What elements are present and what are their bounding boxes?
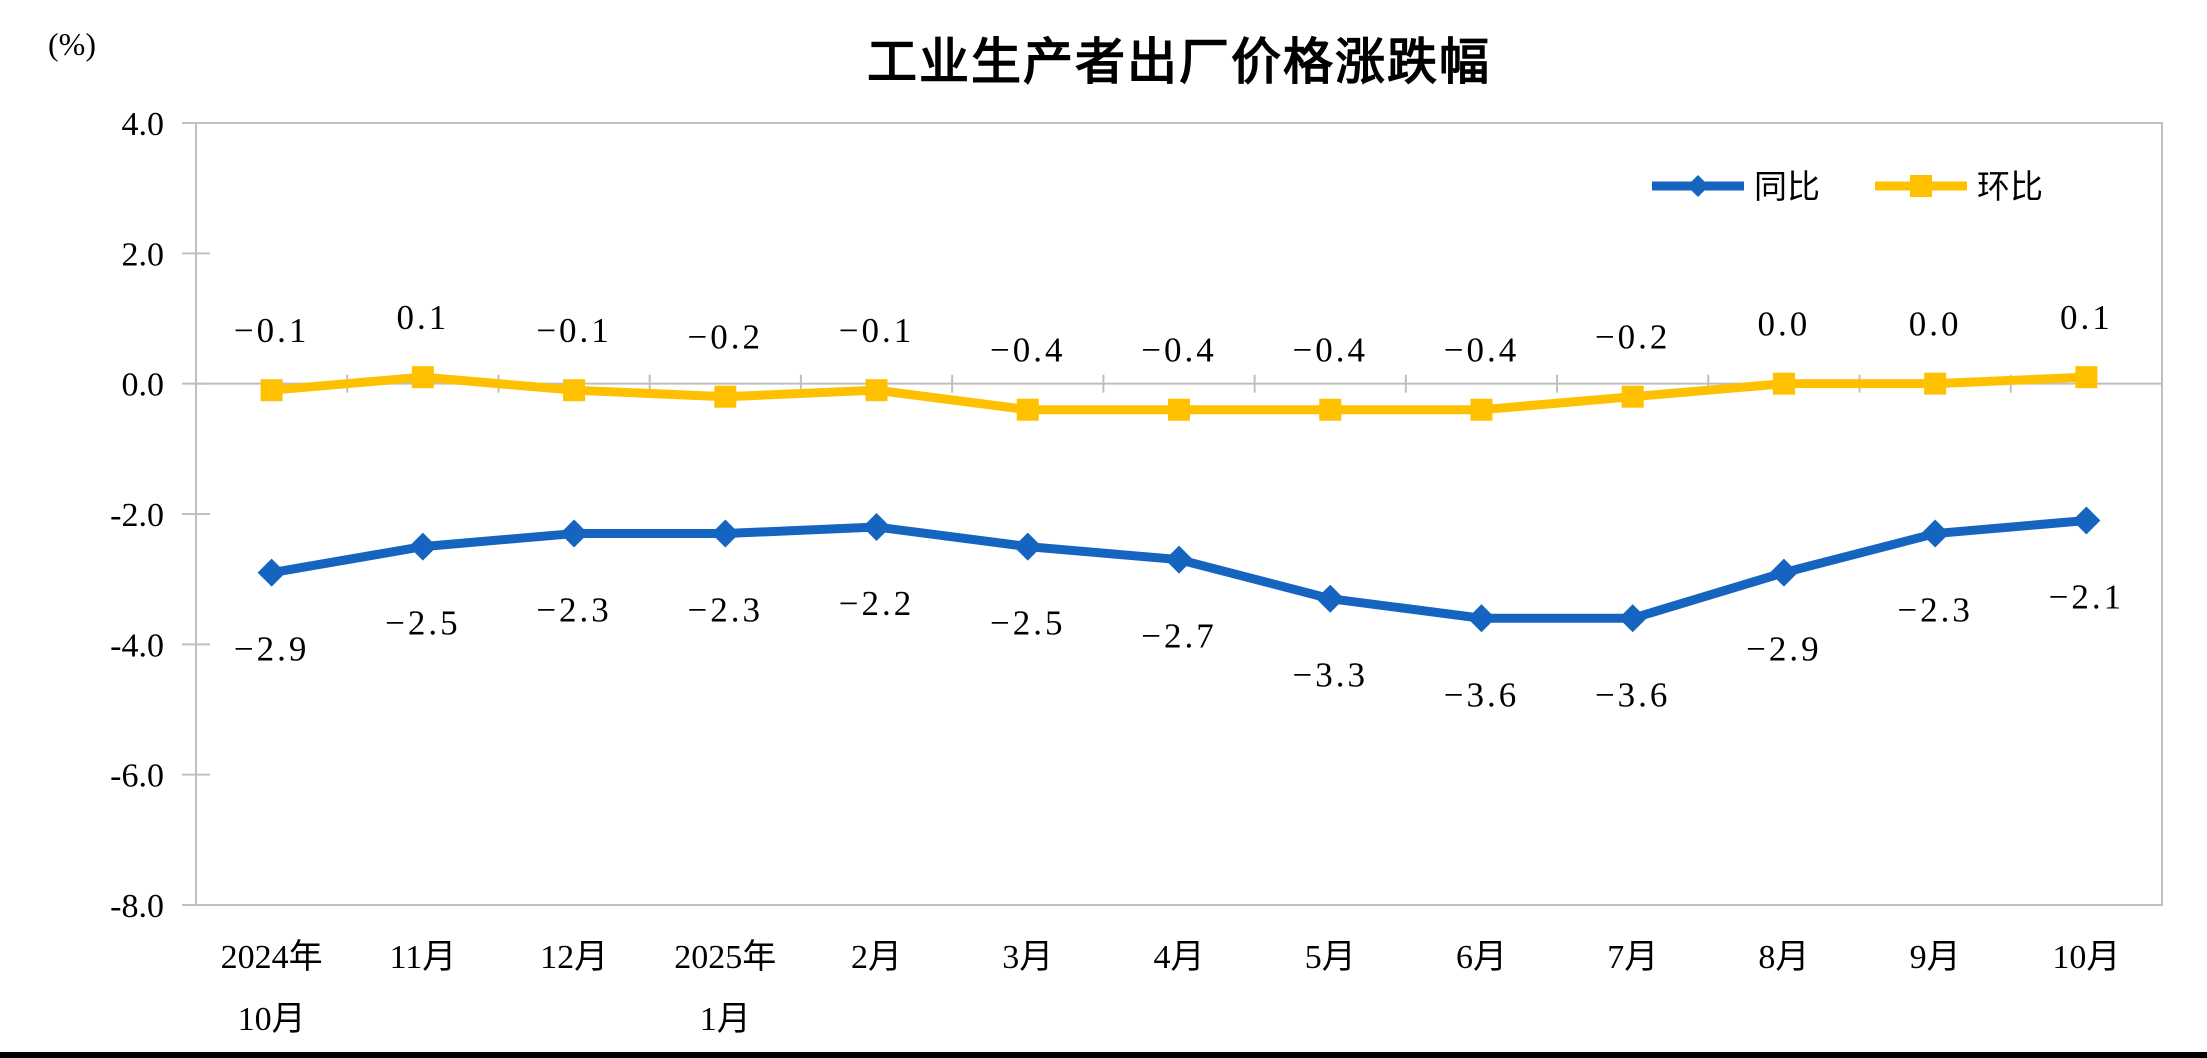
data-label-mom: 0.0	[1758, 305, 1811, 344]
series-marker-yoy	[1165, 545, 1193, 574]
data-label-mom: −0.4	[990, 331, 1066, 370]
data-label-mom: −0.1	[536, 311, 612, 350]
y-tick-label: 4.0	[122, 106, 165, 143]
y-tick-label: -2.0	[110, 497, 164, 534]
series-marker-yoy	[1013, 532, 1042, 561]
series-marker-mom	[563, 379, 586, 402]
series-marker-yoy	[257, 558, 286, 587]
data-label-yoy: −2.9	[234, 630, 310, 669]
series-marker-mom	[1016, 398, 1039, 421]
data-label-yoy: −3.6	[1444, 675, 1520, 714]
x-tick-label: 10月	[238, 1001, 306, 1038]
data-label-yoy: −3.6	[1595, 675, 1671, 714]
data-label-yoy: −2.3	[688, 591, 764, 630]
series-marker-yoy	[711, 519, 740, 548]
plot-border	[195, 122, 2163, 906]
y-tick-label: 2.0	[122, 236, 165, 273]
y-tick-label: -4.0	[110, 627, 164, 664]
data-label-yoy: −2.9	[1746, 630, 1822, 669]
y-tick-label: 0.0	[122, 367, 165, 404]
series-marker-mom	[1168, 398, 1190, 421]
data-label-mom: −0.4	[1292, 331, 1368, 370]
legend-item-mom: 环比	[1875, 168, 2043, 205]
series-marker-mom	[260, 379, 283, 402]
series-marker-mom	[1470, 398, 1493, 421]
series-marker-mom	[1319, 398, 1342, 421]
x-tick-label: 6月	[1456, 939, 1507, 976]
x-tick-label: 1月	[700, 1001, 751, 1038]
series-marker-mom	[1924, 372, 1947, 395]
y-tick-label: -6.0	[110, 758, 164, 795]
data-label-mom: 0.1	[2060, 298, 2113, 337]
legend-item-yoy: 同比	[1652, 168, 1820, 205]
data-label-yoy: −2.1	[2049, 578, 2125, 617]
data-label-yoy: −2.5	[990, 604, 1066, 643]
x-tick-label: 12月	[540, 939, 608, 976]
x-tick-label: 2024年	[221, 938, 323, 976]
series-marker-yoy	[1316, 584, 1345, 613]
series-marker-mom	[1621, 385, 1644, 408]
data-label-yoy: −2.5	[385, 604, 461, 643]
series-marker-yoy	[1618, 604, 1647, 633]
x-tick-label: 2025年	[674, 938, 776, 976]
data-label-yoy: −2.7	[1141, 617, 1217, 656]
series-marker-mom	[411, 366, 434, 389]
data-label-mom: 0.0	[1909, 305, 1962, 344]
legend-label-yoy: 同比	[1754, 168, 1820, 205]
series-marker-yoy	[408, 532, 437, 561]
series-marker-yoy	[862, 513, 891, 542]
y-axis-unit-label: (%)	[48, 26, 96, 62]
series-marker-yoy	[560, 519, 589, 548]
series-marker-yoy	[2072, 506, 2101, 535]
x-tick-label: 7月	[1607, 939, 1658, 976]
window-bottom-edge	[0, 1052, 2207, 1058]
series-marker-mom	[2075, 366, 2098, 389]
data-label-mom: 0.1	[396, 298, 449, 337]
x-tick-label: 4月	[1154, 939, 1205, 976]
data-label-mom: −0.4	[1444, 331, 1520, 370]
x-tick-label: 2月	[851, 939, 902, 976]
series-marker-mom	[714, 385, 737, 408]
legend-swatch-marker-yoy	[1687, 175, 1709, 197]
data-label-yoy: −3.3	[1292, 656, 1368, 695]
chart-title: 工业生产者出厂价格涨跌幅	[867, 34, 1491, 90]
x-tick-label: 8月	[1758, 939, 1809, 976]
x-tick-label: 3月	[1002, 939, 1053, 976]
x-tick-label: 9月	[1910, 939, 1961, 976]
series-marker-mom	[865, 379, 888, 402]
data-label-mom: −0.2	[688, 318, 764, 357]
series-marker-yoy	[1769, 558, 1798, 587]
series-marker-yoy	[1467, 604, 1496, 633]
data-label-yoy: −2.2	[839, 584, 915, 623]
data-label-yoy: −2.3	[536, 591, 612, 630]
y-tick-label: -8.0	[110, 888, 164, 925]
x-tick-label: 10月	[2052, 939, 2120, 976]
data-label-mom: −0.1	[234, 311, 310, 350]
series-marker-yoy	[1921, 519, 1950, 548]
data-label-mom: −0.2	[1595, 318, 1671, 357]
legend-swatch-marker-mom	[1910, 175, 1932, 197]
data-label-mom: −0.1	[839, 311, 915, 350]
x-tick-label: 5月	[1305, 939, 1356, 976]
data-label-yoy: −2.3	[1897, 591, 1973, 630]
x-tick-label: 11月	[389, 939, 456, 976]
legend-label-mom: 环比	[1977, 168, 2043, 205]
series-marker-mom	[1772, 372, 1795, 395]
data-label-mom: −0.4	[1141, 331, 1217, 370]
